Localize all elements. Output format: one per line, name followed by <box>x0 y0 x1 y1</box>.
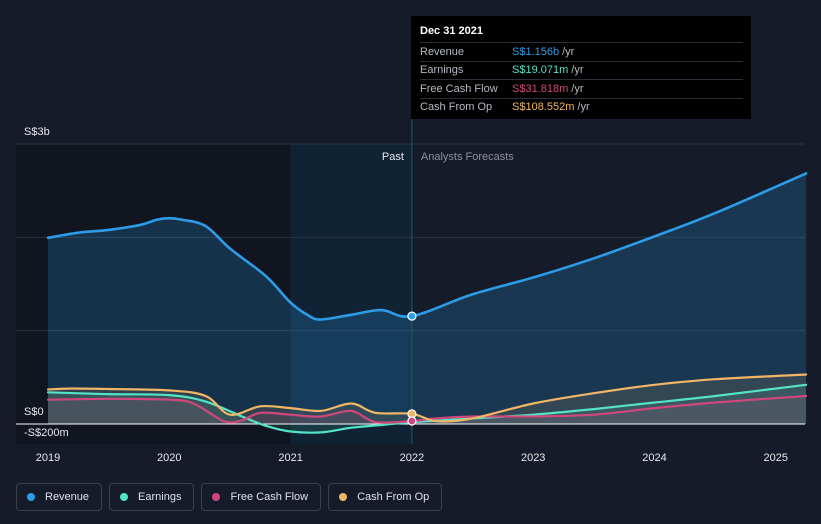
tooltip-unit: /yr <box>571 82 584 95</box>
y-axis-labels: S$3b S$0 -S$200m <box>24 126 69 439</box>
legend-item-cash-from-op[interactable]: Cash From Op <box>328 483 443 511</box>
tooltip-label: Cash From Op <box>420 101 493 114</box>
x-axis-tick-label: 2021 <box>278 452 302 464</box>
tooltip-row-revenue: Revenue S$1.156b /yr <box>420 42 743 61</box>
legend-label: Revenue <box>45 491 90 503</box>
tooltip-value: S$108.552m <box>512 101 575 114</box>
legend-label: Earnings <box>138 491 182 503</box>
series-lines <box>46 172 808 434</box>
forecast-label: Analysts Forecasts <box>421 151 514 163</box>
y-axis-label: S$3b <box>24 126 50 138</box>
tooltip-date: Dec 31 2021 <box>420 25 483 37</box>
tooltip-label: Free Cash Flow <box>420 82 498 95</box>
tooltip-value: S$19.071m <box>512 64 569 77</box>
tooltip-row-cash-from-op: Cash From Op S$108.552m /yr <box>420 97 743 117</box>
tooltip-label: Earnings <box>420 64 464 77</box>
cash-from-op-dot-icon <box>339 493 348 501</box>
earnings-dot-icon <box>120 493 129 501</box>
tooltip-unit: /yr <box>571 64 584 77</box>
revenue-dot-icon <box>27 493 35 501</box>
free-cash-flow-dot-icon <box>212 493 221 501</box>
revenue-marker <box>407 311 417 321</box>
highlight-period-shade <box>290 144 412 444</box>
gridlines <box>16 143 805 332</box>
tooltip-row-free-cash-flow: Free Cash Flow S$31.818m /yr <box>420 79 743 98</box>
y-axis-label: S$0 <box>24 406 44 418</box>
tooltip-value: S$1.156b <box>512 45 560 58</box>
tooltip-row-earnings: Earnings S$19.071m /yr <box>420 60 743 80</box>
revenue-area <box>48 173 807 424</box>
x-axis-labels: 2019 2020 2021 2022 2023 2024 2025 <box>36 452 788 464</box>
legend-item-earnings[interactable]: Earnings <box>109 483 195 511</box>
tooltip-value: S$31.818m <box>512 82 569 95</box>
tooltip-label: Revenue <box>420 45 465 58</box>
data-tooltip: Dec 31 2021 Revenue S$1.156b /yr Earning… <box>411 16 751 119</box>
x-axis-tick-label: 2024 <box>642 452 666 464</box>
revenue-line <box>46 172 808 321</box>
x-axis-tick-label: 2022 <box>400 452 424 464</box>
tooltip-unit: /yr <box>577 101 590 114</box>
free-cash-flow-line <box>46 394 808 424</box>
tooltip-unit: /yr <box>562 45 575 58</box>
free-cash-flow-area <box>48 396 807 424</box>
free-cash-flow-marker <box>407 416 417 426</box>
legend-item-free-cash-flow[interactable]: Free Cash Flow <box>201 483 322 511</box>
chart-legend: Revenue Earnings Free Cash Flow Cash Fro… <box>16 483 443 511</box>
x-axis-tick-label: 2019 <box>36 452 60 464</box>
earnings-line <box>46 383 808 434</box>
tooltip-markers <box>407 311 417 426</box>
legend-item-revenue[interactable]: Revenue <box>16 483 103 511</box>
x-axis-tick-label: 2025 <box>764 452 788 464</box>
legend-label: Free Cash Flow <box>230 491 309 503</box>
y-axis-label: -S$200m <box>24 427 69 439</box>
x-axis-tick-label: 2020 <box>157 452 181 464</box>
past-label: Past <box>382 151 404 163</box>
legend-label: Cash From Op <box>357 491 430 503</box>
cash-from-op-line <box>46 373 808 423</box>
x-axis-tick-label: 2023 <box>521 452 545 464</box>
